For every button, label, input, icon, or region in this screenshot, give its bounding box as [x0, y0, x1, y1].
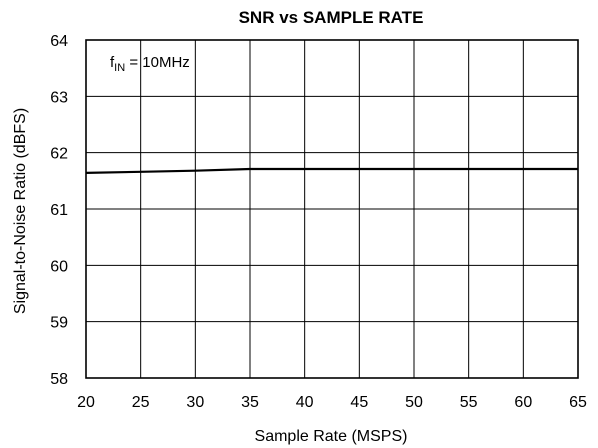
x-tick-label: 50	[405, 394, 423, 411]
y-tick-label: 59	[50, 315, 68, 332]
y-tick-label: 58	[50, 371, 68, 388]
y-tick-label: 63	[50, 89, 68, 106]
snr-series-line	[85, 167, 578, 174]
x-tick-label: 20	[77, 394, 95, 411]
y-tick-label: 60	[50, 258, 68, 275]
y-tick-label: 61	[50, 202, 68, 219]
x-tick-label: 65	[569, 394, 587, 411]
grid-lines	[85, 39, 579, 379]
x-tick-label: 25	[132, 394, 150, 411]
y-tick-labels: 58 59 60 61 62 63 64	[50, 33, 68, 388]
annotation-suffix: = 10MHz	[125, 54, 190, 71]
plot-frame	[85, 39, 579, 379]
x-tick-label: 35	[241, 394, 259, 411]
series-layer	[85, 167, 578, 174]
y-tick-label: 64	[50, 33, 68, 50]
x-tick-labels: 20 25 30 35 40 45 50 55 60 65	[77, 394, 587, 411]
chart-title: SNR vs SAMPLE RATE	[239, 8, 424, 27]
x-tick-label: 40	[296, 394, 314, 411]
x-tick-label: 60	[514, 394, 532, 411]
y-tick-label: 62	[50, 146, 68, 163]
x-tick-label: 30	[186, 394, 204, 411]
y-axis-label: Signal-to-Noise Ratio (dBFS)	[12, 108, 29, 314]
x-axis-label: Sample Rate (MSPS)	[255, 428, 408, 445]
fin-annotation: fIN = 10MHz	[110, 54, 190, 74]
annotation-prefix: f	[110, 54, 115, 71]
x-tick-label: 45	[350, 394, 368, 411]
annotation-subscript: IN	[114, 62, 125, 74]
x-tick-label: 55	[460, 394, 478, 411]
